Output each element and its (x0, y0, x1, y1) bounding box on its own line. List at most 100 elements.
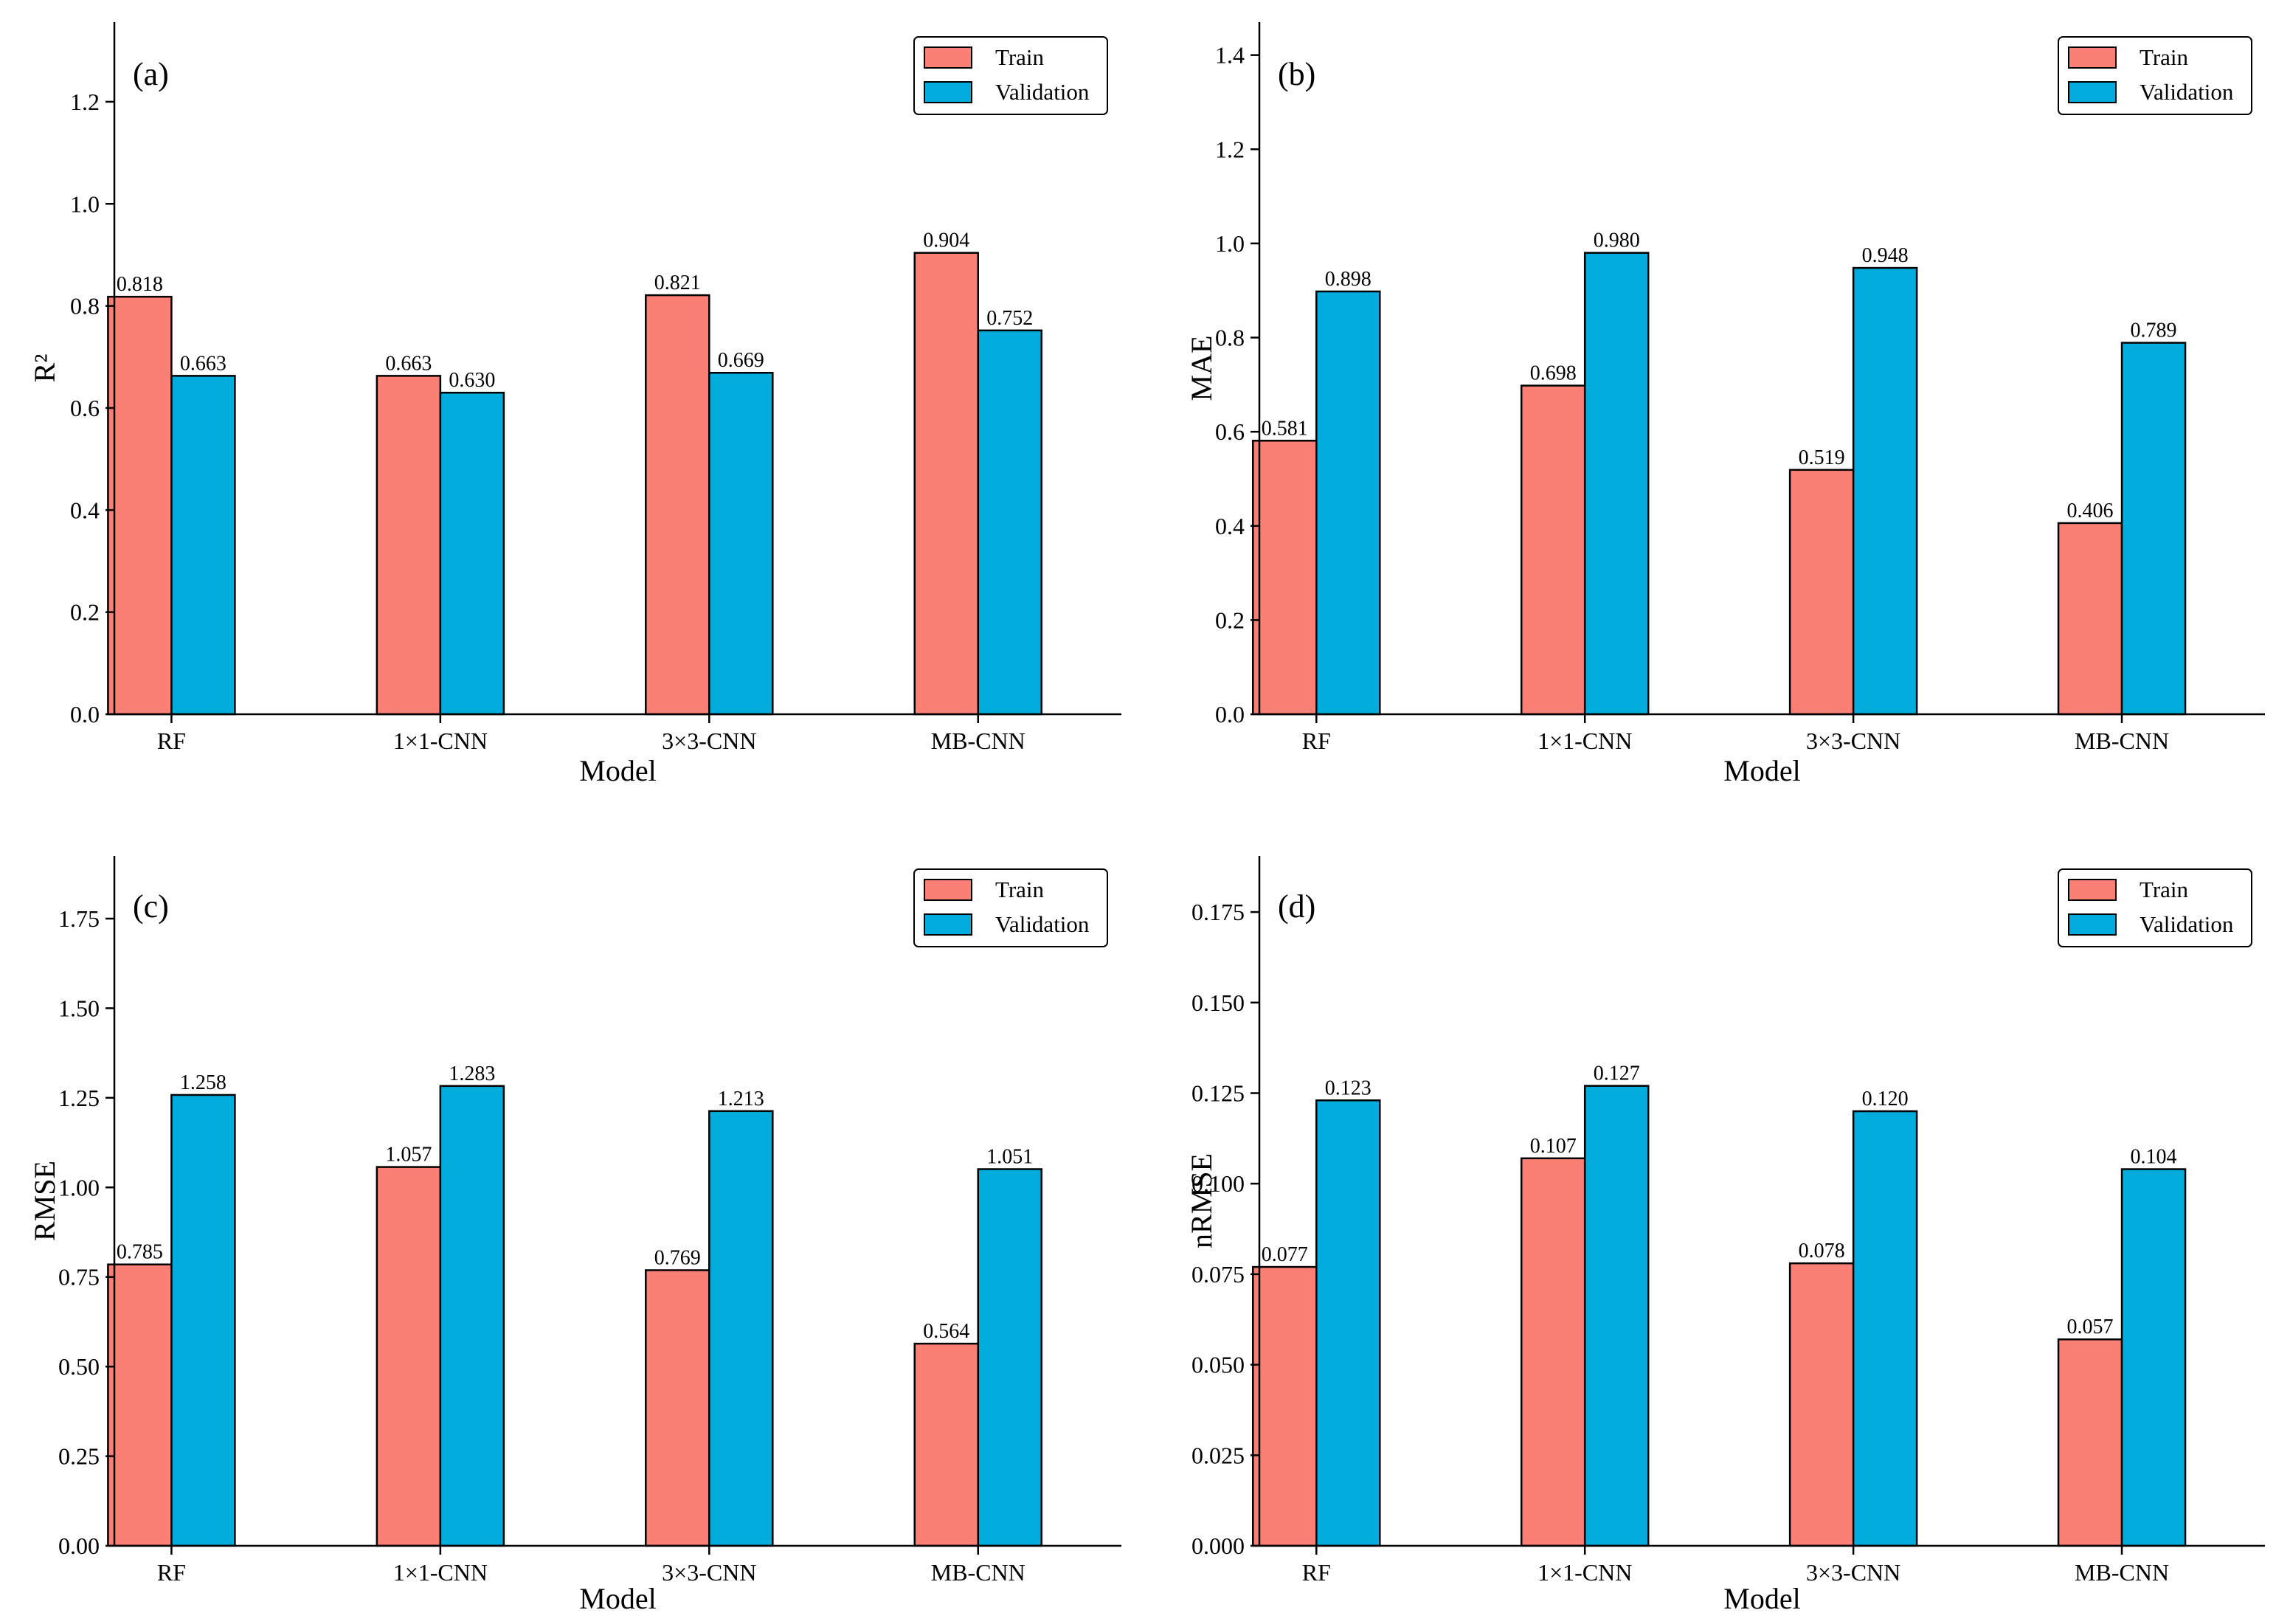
y-tick-label: 0.050 (1191, 1352, 1245, 1378)
panel-tag: (d) (1278, 888, 1315, 925)
bar-validation-1 (439, 391, 505, 716)
bar-validation-3 (977, 329, 1043, 716)
legend-swatch-validation (924, 913, 972, 936)
legend-label: Train (2140, 877, 2189, 902)
y-axis-title: R² (28, 354, 61, 383)
bar-value-label: 0.948 (1862, 244, 1909, 267)
legend-label: Validation (995, 911, 1090, 937)
legend-label: Validation (995, 79, 1090, 105)
legend-swatch-train (924, 46, 972, 69)
legend-label: Train (2140, 44, 2189, 70)
x-tick-label: RF (157, 1559, 186, 1586)
panel-tag: (c) (133, 888, 169, 925)
bar-validation-2 (1852, 266, 1918, 716)
y-tick-label: 1.0 (1215, 230, 1245, 257)
bar-train-2 (645, 1269, 710, 1547)
y-tick-label: 0.8 (70, 293, 100, 319)
y-tick-label: 0.125 (1191, 1079, 1245, 1106)
legend: Train Validation (2058, 36, 2252, 115)
panel-tag: (b) (1278, 56, 1315, 92)
y-tick-label: 0.50 (58, 1353, 100, 1380)
x-axis-title: Model (1723, 1582, 1800, 1615)
y-tick-label: 1.2 (1215, 136, 1245, 162)
x-tick-label: RF (157, 728, 186, 754)
y-axis-title: RMSE (28, 1161, 61, 1241)
y-tick-label: 0.75 (58, 1264, 100, 1290)
x-axis-title: Model (579, 754, 656, 787)
x-tick-label: MB-CNN (931, 728, 1025, 754)
legend: Train Validation (913, 868, 1108, 947)
chart-panel-1: 0.581 0.898 RF 0.698 0.980 1×1-CNN 0.519 0.948 3… (1185, 22, 2265, 787)
bar-value-label: 0.406 (2067, 500, 2114, 522)
x-tick-label: 1×1-CNN (393, 728, 488, 754)
y-tick-label: 0.000 (1191, 1533, 1245, 1559)
chart-panel-3: 0.077 0.123 RF 0.107 0.127 1×1-CNN 0.078 0.120 3… (1185, 856, 2265, 1615)
bar-validation-3 (2120, 1168, 2187, 1547)
bar-validation-0 (170, 1093, 236, 1547)
bar-value-label: 0.785 (117, 1241, 163, 1264)
x-tick-label: RF (1302, 728, 1331, 754)
bar-value-label: 0.077 (1262, 1243, 1308, 1266)
bar-value-label: 0.669 (718, 349, 764, 372)
legend-swatch-validation (2068, 913, 2117, 936)
y-tick-label: 1.75 (58, 905, 100, 932)
bar-value-label: 0.821 (654, 272, 701, 294)
x-tick-label: 3×3-CNN (1806, 728, 1900, 754)
chart-panel-2: 0.785 1.258 RF 1.057 1.283 1×1-CNN 0.769 1.213 3… (28, 856, 1121, 1615)
bar-validation-2 (708, 371, 774, 716)
bar-value-label: 0.663 (180, 352, 226, 375)
bar-value-label: 1.051 (986, 1146, 1033, 1169)
bar-value-label: 0.789 (2131, 319, 2177, 342)
x-tick-label: 1×1-CNN (1537, 1559, 1632, 1586)
bar-train-0 (1252, 440, 1318, 716)
y-tick-label: 0.2 (1215, 607, 1245, 633)
bar-validation-0 (170, 375, 236, 716)
y-tick-label: 1.00 (58, 1174, 100, 1200)
y-axis-title: nRMSE (1185, 1153, 1218, 1248)
bar-validation-1 (1583, 252, 1650, 716)
y-tick-label: 0.175 (1191, 899, 1245, 925)
legend-swatch-train (2068, 46, 2117, 69)
y-tick-label: 0.8 (1215, 325, 1245, 351)
bar-train-1 (376, 375, 442, 716)
bar-value-label: 0.078 (1799, 1240, 1845, 1262)
bar-value-label: 0.663 (385, 352, 432, 375)
y-tick-label: 0.025 (1191, 1442, 1245, 1468)
bar-value-label: 0.120 (1862, 1088, 1909, 1110)
legend-swatch-train (2068, 879, 2117, 901)
panel-tag: (a) (133, 56, 169, 92)
bar-validation-3 (977, 1168, 1043, 1547)
legend-swatch-validation (2068, 81, 2117, 103)
bar-value-label: 1.258 (180, 1071, 226, 1094)
bar-train-0 (107, 295, 173, 716)
x-tick-label: MB-CNN (2075, 728, 2169, 754)
x-tick-label: MB-CNN (2075, 1559, 2169, 1586)
y-tick-label: 0.0 (1215, 701, 1245, 728)
y-tick-label: 0.25 (58, 1443, 100, 1470)
x-tick-label: RF (1302, 1559, 1331, 1586)
bar-value-label: 0.898 (1325, 268, 1372, 291)
y-tick-label: 1.2 (70, 89, 100, 115)
bar-value-label: 0.698 (1530, 362, 1577, 385)
y-axis-title: MAE (1185, 336, 1218, 401)
y-tick-label: 1.0 (70, 190, 100, 217)
bar-validation-1 (1583, 1085, 1650, 1547)
legend-label: Train (995, 877, 1045, 902)
bar-value-label: 0.752 (986, 307, 1033, 330)
y-tick-label: 1.50 (58, 995, 100, 1021)
bar-train-2 (1788, 1262, 1855, 1547)
bar-train-2 (1788, 469, 1855, 716)
bar-train-3 (2057, 522, 2123, 716)
legend-label: Validation (2140, 79, 2234, 105)
x-tick-label: MB-CNN (931, 1559, 1025, 1586)
bar-train-0 (107, 1263, 173, 1547)
legend: Train Validation (2058, 868, 2252, 947)
bar-train-1 (376, 1166, 442, 1547)
bar-value-label: 0.104 (2131, 1146, 2177, 1169)
bar-train-1 (1520, 1157, 1586, 1547)
x-tick-label: 3×3-CNN (662, 728, 756, 754)
legend-swatch-train (924, 879, 972, 901)
x-tick-label: 1×1-CNN (393, 1559, 488, 1586)
bar-value-label: 1.057 (385, 1144, 432, 1167)
